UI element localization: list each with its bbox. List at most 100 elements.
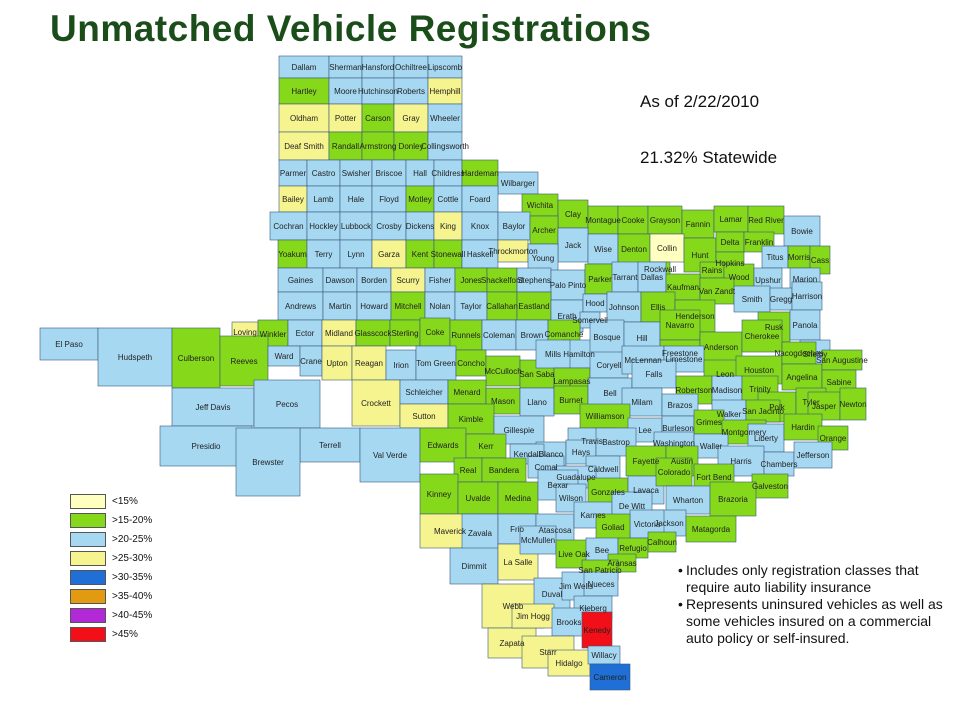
county-label-nolan: Nolan (430, 302, 451, 311)
county-label-coryell: Coryell (597, 361, 622, 370)
county-label-crockett: Crockett (361, 399, 392, 408)
county-colorado (655, 457, 693, 487)
county-label-parker: Parker (588, 275, 612, 284)
county-label-leon: Leon (716, 370, 734, 379)
county-label-frio: Frio (510, 525, 524, 534)
county-label-borden: Borden (361, 276, 387, 285)
county-montague (587, 205, 619, 235)
county-label-jack: Jack (565, 241, 582, 250)
county-jeff-davis (171, 387, 255, 427)
county-childress (433, 159, 463, 187)
county-label-san-saba: San Saba (519, 370, 555, 379)
county-label-red-river: Red River (748, 216, 784, 225)
county-val-verde (359, 427, 421, 483)
county-coryell (589, 351, 629, 379)
county-label-calhoun: Calhoun (647, 538, 677, 547)
county-label-hood: Hood (585, 299, 604, 308)
county-dawson (322, 267, 358, 293)
county-label-palo-pinto: Palo Pinto (550, 281, 587, 290)
county-label-irion: Irion (393, 361, 409, 370)
county-gaines (277, 267, 324, 293)
county-label-hale: Hale (348, 195, 365, 204)
county-label-shelby: Shelby (803, 350, 827, 359)
county-collingsworth (427, 131, 463, 161)
county-zavala (461, 513, 499, 553)
county-label-terry: Terry (315, 250, 333, 259)
county-navarro (659, 309, 701, 341)
county-scurry (390, 267, 426, 293)
county-panola (789, 309, 821, 341)
county-label-jeff-davis: Jeff Davis (196, 403, 231, 412)
county-bowie (783, 215, 821, 247)
county-label-walker: Walker (717, 410, 742, 419)
county-uvalde (457, 481, 499, 515)
county-label-mcculloch: McCulloch (484, 367, 521, 376)
county-tarrant (611, 261, 639, 293)
county-label-tarrant: Tarrant (613, 273, 639, 282)
county-label-burleson: Burleson (662, 424, 694, 433)
county-label-el-paso: El Paso (55, 340, 83, 349)
county-williamson (579, 403, 631, 429)
county-label-blanco: Blanco (539, 450, 564, 459)
county-label-webb: Webb (503, 602, 524, 611)
county-collin (649, 233, 685, 263)
county-pecos (253, 379, 321, 429)
county-label-martin: Martin (329, 302, 351, 311)
county-label-upshur: Upshur (755, 276, 781, 285)
county-label-bandera: Bandera (489, 466, 520, 475)
county-label-ector: Ector (296, 329, 315, 338)
county-label-bell: Bell (603, 389, 617, 398)
county-label-medina: Medina (505, 494, 532, 503)
county-label-motley: Motley (408, 195, 432, 204)
county-label-titus: Titus (766, 253, 783, 262)
county-label-comanche: Comanche (545, 330, 584, 339)
county-nolan (424, 291, 456, 321)
county-label-kendall: Kendall (514, 450, 541, 459)
county-label-wise: Wise (594, 245, 612, 254)
county-label-garza: Garza (378, 250, 400, 259)
county-label-mills: Mills (545, 350, 561, 359)
county-label-childress: Childress (431, 169, 464, 178)
county-label-moore: Moore (334, 87, 357, 96)
legend-swatch (70, 551, 106, 566)
county-bailey (278, 185, 308, 213)
county-jones (454, 267, 488, 293)
county-label-kaufman: Kaufman (667, 283, 699, 292)
county-brazoria (709, 481, 757, 517)
county-label-hemphill: Hemphill (429, 87, 460, 96)
county-label-cottle: Cottle (438, 195, 459, 204)
county-label-harrison: Harrison (792, 292, 822, 301)
county-label-comal: Comal (534, 463, 557, 472)
county-cherokee (741, 319, 783, 353)
legend-swatch (70, 627, 106, 642)
county-label-grimes: Grimes (696, 418, 722, 427)
county-label-johnson: Johnson (609, 303, 639, 312)
county-label-stonewall: Stonewall (431, 250, 466, 259)
county-label-cherokee: Cherokee (745, 332, 780, 341)
county-label-la-salle: La Salle (504, 558, 533, 567)
county-label-layer: Dallam Sherman Hansford Ochiltree Lipscomb Ha… (55, 63, 868, 682)
county-label-val-verde: Val Verde (373, 451, 408, 460)
county-label-coleman: Coleman (483, 331, 515, 340)
county-goliad (595, 513, 631, 541)
county-label-carson: Carson (365, 114, 391, 123)
county-culberson (171, 327, 221, 389)
county-brooks (551, 607, 587, 637)
county-label-milam: Milam (631, 398, 653, 407)
county-label-coke: Coke (426, 328, 445, 337)
county-hutchinson (361, 77, 395, 105)
county-shackelford (486, 267, 518, 293)
legend-label: <15% (112, 496, 138, 507)
county-label-franklin: Franklin (745, 238, 773, 247)
legend-label: >15-20% (112, 515, 153, 526)
county-label-chambers: Chambers (761, 460, 798, 469)
county-andrews (277, 291, 324, 321)
county-label-hall: Hall (413, 169, 427, 178)
legend-label: >20-25% (112, 534, 153, 545)
county-label-hardin: Hardin (791, 423, 815, 432)
legend-label: >40-45% (112, 610, 153, 621)
county-label-jones: Jones (460, 276, 481, 285)
county-label-lavaca: Lavaca (633, 486, 659, 495)
county-label-fayette: Fayette (633, 457, 660, 466)
note-item: Represents uninsured vehicles as well as… (678, 596, 954, 647)
